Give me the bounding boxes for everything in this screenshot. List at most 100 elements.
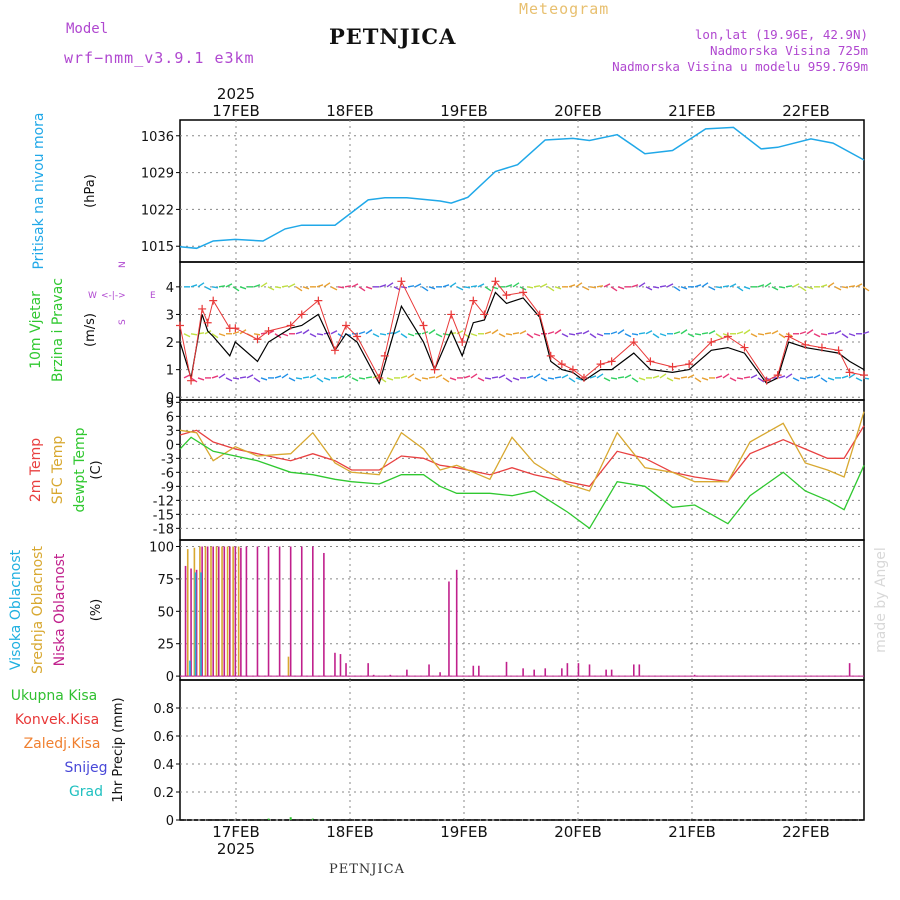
precip-legend-item: Zaledj.Kisa <box>24 736 101 752</box>
y-tick-label: 4 <box>166 281 174 296</box>
wind-barb <box>309 374 317 379</box>
wind-barb <box>407 373 415 379</box>
wind-barb <box>596 373 604 379</box>
wind-gust-marker <box>834 346 843 355</box>
wind-barb <box>358 286 366 292</box>
wind-barb <box>204 286 212 291</box>
wind-barb <box>505 284 513 288</box>
wind-barb <box>512 282 520 288</box>
wind-barb <box>729 377 737 382</box>
wind-barb <box>617 329 625 335</box>
wind-barb <box>862 286 870 292</box>
x-tick-label-top: 22FEB <box>782 102 829 120</box>
wind-barb <box>281 373 289 379</box>
wind-barb <box>232 377 240 380</box>
wind-gust-marker <box>817 343 826 352</box>
wind-gust-marker <box>860 371 868 380</box>
wind-barb <box>834 330 842 335</box>
y-tick-label: 6 <box>166 410 174 425</box>
wind-barb <box>673 331 681 335</box>
wind-gust-marker <box>801 340 810 349</box>
wind-barb <box>666 283 674 288</box>
wind-barb <box>701 332 709 335</box>
wind-gust-marker <box>607 357 616 366</box>
wind-barb <box>589 375 597 379</box>
x-tick-label-top: 17FEB <box>212 102 259 120</box>
wind-barb <box>211 286 219 289</box>
y-tick-label: 0.4 <box>153 758 174 773</box>
wind-barb <box>505 377 513 383</box>
wind-barb <box>855 377 863 382</box>
meteogram-label: Meteogram <box>519 0 610 18</box>
y-tick-label: 1029 <box>141 167 174 182</box>
wind-barb <box>757 333 765 336</box>
wind-barb <box>547 286 555 292</box>
wind-gust-marker <box>685 360 694 369</box>
wind-barb <box>743 376 751 379</box>
cloud-unit: (%) <box>89 599 104 622</box>
wind-barb <box>694 284 702 288</box>
wind-barb <box>540 377 548 382</box>
wind-barb <box>820 377 828 383</box>
wind-barb <box>218 285 226 288</box>
y-tick-label: 0 <box>166 391 174 406</box>
y-tick-label: -9 <box>161 480 174 495</box>
x-tick-label-bottom: 22FEB <box>782 823 829 841</box>
wind-barb <box>841 286 849 289</box>
wind-barb <box>211 375 219 379</box>
wind-barb <box>281 333 289 337</box>
wind-barb <box>750 333 758 338</box>
wind-barb <box>302 376 310 379</box>
wind-barb <box>554 376 562 379</box>
wind-barb <box>596 285 604 288</box>
wind-barb <box>421 377 429 380</box>
watermark: made by Angel <box>873 547 889 653</box>
wind-barb <box>631 284 639 288</box>
wind-barb <box>603 283 611 288</box>
y-tick-label: 0.2 <box>153 786 174 801</box>
wind-barb <box>757 284 765 288</box>
wind-barb <box>771 330 779 335</box>
model-elevation-label: Nadmorska Visina u modelu 959.769m <box>612 59 868 74</box>
y-tick-label: -18 <box>153 522 174 537</box>
wind-barb <box>827 332 835 335</box>
wind-gust-marker <box>231 324 240 333</box>
wind-barb <box>484 377 492 380</box>
wind-gust-marker <box>397 277 406 286</box>
wind-barb <box>568 333 576 336</box>
wind-gust-marker <box>253 335 262 344</box>
y-tick-label: 75 <box>157 573 174 588</box>
y-tick-label: 1022 <box>141 203 174 218</box>
x-tick-label-top: 19FEB <box>440 102 487 120</box>
wind-barb <box>855 283 863 288</box>
wind-gust-marker <box>762 376 771 385</box>
wind-gust-marker <box>198 304 207 313</box>
wind-barb <box>624 374 632 379</box>
wind-barb <box>211 333 219 339</box>
wind-barb <box>330 330 338 335</box>
wind-barb <box>330 286 338 291</box>
x-tick-label-bottom: 17FEB <box>212 823 259 841</box>
wind-barb <box>715 333 723 339</box>
y-tick-label: 1036 <box>141 130 174 145</box>
wind-barb <box>512 332 520 335</box>
wind-barb <box>554 286 562 290</box>
wind-barb <box>442 284 450 288</box>
y-tick-label: 0 <box>166 670 174 685</box>
x-tick-label-bottom: 21FEB <box>668 823 715 841</box>
wind-barb <box>533 373 541 379</box>
wind-gust-marker <box>314 296 323 305</box>
wind-barb <box>736 377 744 380</box>
wind-barb <box>673 377 681 380</box>
wind-barb <box>533 285 541 288</box>
wind-barb <box>358 331 366 335</box>
wind-barb <box>323 282 331 288</box>
wind-barb <box>351 377 359 382</box>
wind-barb <box>442 377 450 383</box>
wind-barb <box>470 285 478 288</box>
wind-barb <box>750 374 758 379</box>
precip-axis-title: 1hr Precip (mm) <box>111 697 126 802</box>
wind-barb <box>463 375 471 379</box>
wind-barb <box>540 283 548 288</box>
pressure-line <box>179 126 865 250</box>
